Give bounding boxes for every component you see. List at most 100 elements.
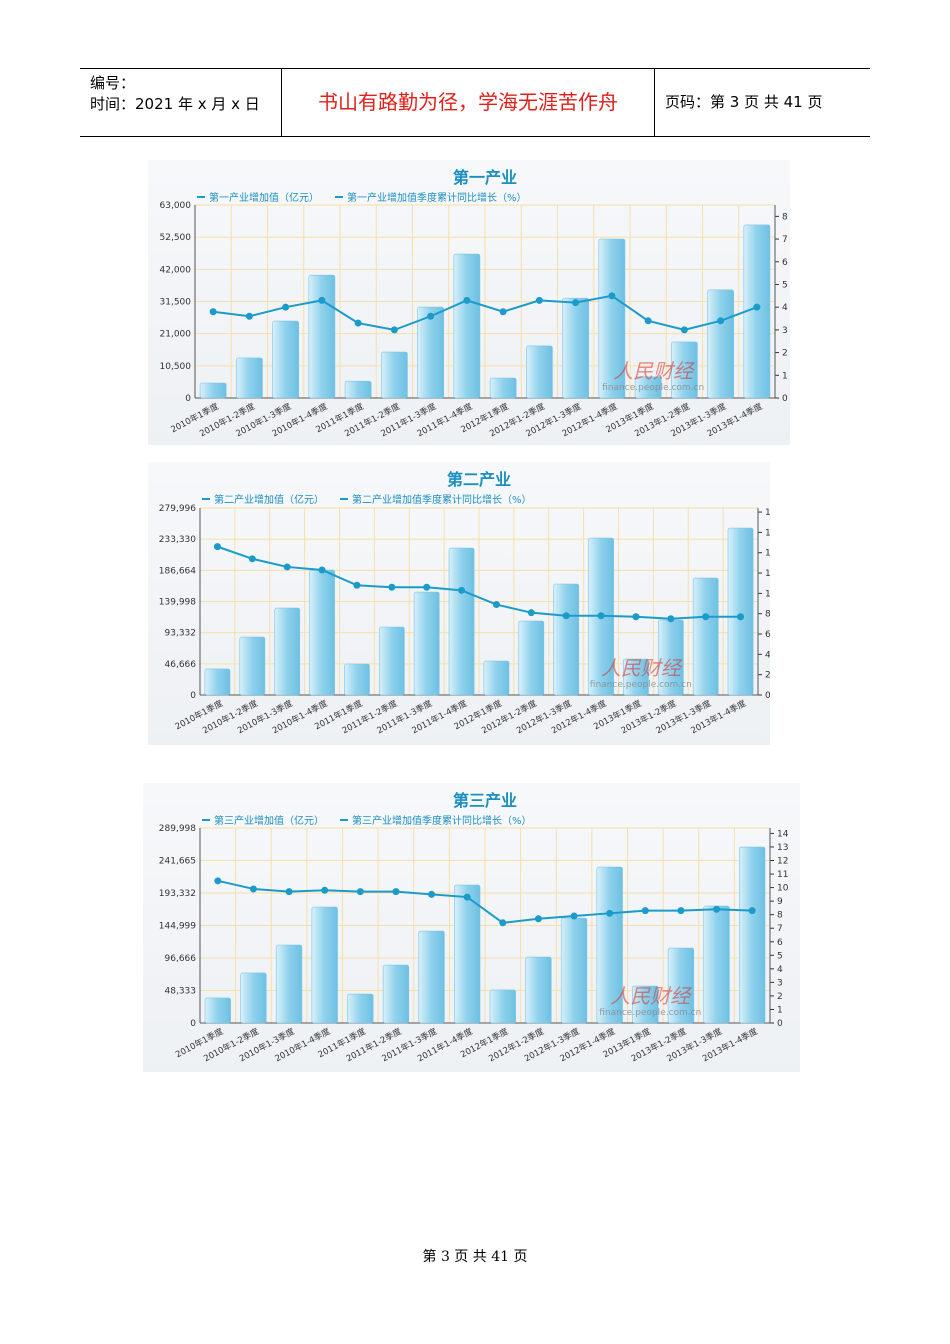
chart-title: 第一产业 (453, 168, 517, 187)
growth-point (606, 909, 614, 917)
growth-point (356, 888, 364, 896)
legend-label: 第二产业增加值（亿元） (214, 493, 324, 506)
y2-tick-label: 18 (765, 508, 770, 518)
y2-tick-label: 6 (782, 258, 788, 268)
y-tick-label: 0 (185, 394, 191, 404)
bar (623, 658, 649, 696)
growth-point (214, 877, 222, 885)
y2-tick-label: 13 (777, 843, 788, 853)
bar (489, 989, 516, 1024)
growth-point (499, 308, 507, 316)
y-tick-label: 0 (190, 691, 196, 701)
y2-tick-label: 14 (777, 829, 789, 839)
y-tick-label: 21,000 (160, 330, 192, 340)
growth-point (463, 893, 471, 901)
y2-tick-label: 2 (782, 349, 788, 359)
y-tick-label: 233,330 (159, 535, 196, 545)
y2-tick-label: 12 (777, 857, 788, 867)
y2-tick-label: 12 (765, 569, 770, 579)
growth-point (534, 915, 542, 923)
y2-tick-label: 10 (777, 884, 789, 894)
bar (483, 660, 510, 696)
y2-tick-label: 0 (782, 394, 788, 404)
growth-point (680, 326, 688, 334)
growth-point (318, 296, 326, 304)
bar (632, 985, 659, 1024)
growth-point (641, 907, 649, 915)
growth-point (353, 581, 361, 589)
y-tick-label: 42,000 (160, 265, 192, 275)
y-tick-label: 46,666 (165, 660, 197, 670)
y2-tick-label: 5 (782, 280, 788, 290)
bar (526, 345, 553, 399)
y2-tick-label: 10 (765, 589, 770, 599)
bar (454, 884, 481, 1024)
watermark-url: finance.people.com.cn (602, 383, 704, 393)
y-tick-label: 0 (190, 1019, 196, 1029)
growth-point (527, 609, 535, 617)
bar (240, 972, 267, 1024)
y2-tick-label: 7 (777, 924, 783, 934)
bar (417, 306, 444, 399)
growth-point (717, 317, 725, 325)
y2-tick-label: 3 (777, 978, 783, 988)
motto: 书山有路勤为径，学海无涯苦作舟 (282, 69, 655, 136)
bar (382, 964, 410, 1024)
y-tick-label: 63,000 (160, 201, 192, 211)
bar (418, 930, 445, 1024)
y2-tick-label: 11 (777, 870, 788, 880)
bar (236, 357, 263, 399)
growth-point (390, 326, 398, 334)
legend-label: 第三产业增加值（亿元） (214, 814, 324, 827)
bar (344, 380, 372, 399)
growth-point (249, 885, 257, 893)
footer: 第 3 页 共 41 页 (422, 1249, 528, 1265)
page-number: 页码：第 3 页 共 41 页 (665, 93, 823, 111)
growth-point (572, 299, 580, 307)
growth-point (535, 296, 543, 304)
y-tick-label: 48,333 (165, 987, 197, 997)
y-tick-label: 93,332 (165, 629, 197, 639)
growth-point (753, 303, 761, 311)
y2-tick-label: 2 (777, 992, 783, 1002)
bar (553, 583, 580, 696)
growth-point (248, 555, 256, 563)
chart-title: 第三产业 (453, 791, 517, 810)
y2-tick-label: 8 (765, 610, 770, 620)
chart: 第一产业 0 10,500 21,000 31,500 42,000 52,500 63,00… (148, 160, 790, 445)
y2-tick-label: 9 (777, 897, 783, 907)
bar (275, 944, 303, 1024)
growth-line (213, 294, 758, 331)
bar (204, 668, 231, 696)
growth-point (427, 312, 435, 320)
bar (309, 569, 335, 696)
legend-label: 第一产业增加值（亿元） (209, 191, 319, 204)
bar (489, 377, 517, 399)
growth-point (321, 886, 329, 894)
bar (598, 238, 626, 399)
y2-tick-label: 6 (765, 630, 770, 640)
growth-point (667, 615, 675, 623)
growth-point (463, 296, 471, 304)
bar (671, 341, 698, 399)
growth-point (632, 613, 640, 621)
growth-point (737, 613, 745, 621)
bar (378, 626, 405, 696)
y2-tick-label: 1 (777, 1005, 783, 1015)
growth-point (283, 563, 291, 571)
bar (739, 846, 766, 1024)
bar (703, 905, 730, 1024)
chart: 第二产业 0 46,666 93,332 139,998 186,664 233,330 27… (148, 462, 770, 745)
growth-point (458, 586, 466, 594)
growth-point (702, 613, 710, 621)
chart-title: 第二产业 (447, 470, 511, 489)
y-tick-label: 139,998 (159, 598, 196, 608)
growth-line (217, 545, 741, 620)
bar (525, 956, 552, 1024)
y-tick-label: 10,500 (160, 362, 192, 372)
growth-point (570, 912, 578, 920)
y2-tick-label: 0 (765, 691, 770, 701)
bar (453, 253, 481, 399)
y2-tick-label: 2 (765, 671, 770, 681)
bar (560, 917, 588, 1024)
